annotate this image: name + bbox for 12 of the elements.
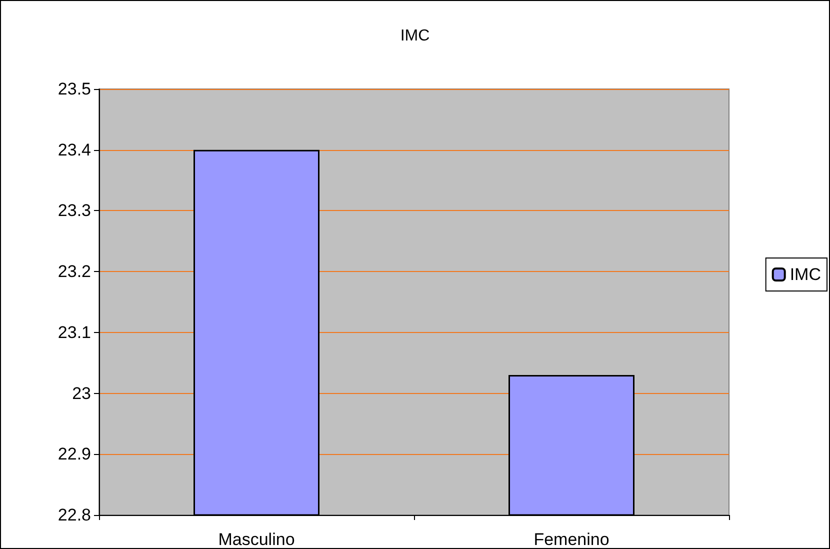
y-tick-label: 23.2: [58, 262, 91, 282]
y-tick-label: 23.4: [58, 140, 91, 160]
y-tick-label: 23: [72, 384, 91, 403]
x-tick-label: Femenino: [534, 530, 610, 549]
y-tick-label: 23.1: [58, 322, 91, 342]
chart-title: IMC: [400, 28, 430, 44]
x-tick-label: Masculino: [218, 530, 295, 549]
y-tick-label: 22.9: [58, 444, 91, 464]
y-tick-label: 23.3: [58, 201, 91, 220]
y-tick-label: 23.5: [58, 80, 91, 98]
legend-label: IMC: [790, 265, 822, 284]
y-tick-label: 22.8: [58, 506, 91, 524]
